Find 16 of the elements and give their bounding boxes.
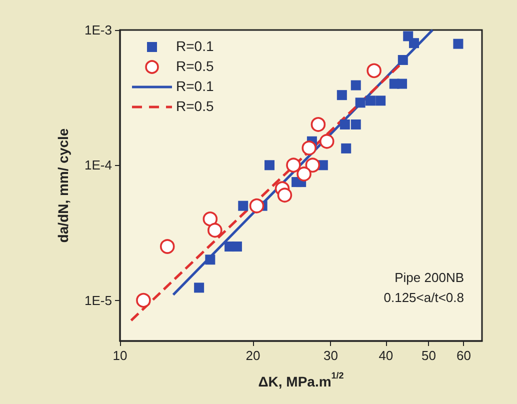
annotation: 0.125<a/t<0.8 <box>384 290 464 305</box>
y-tick-label: 1E-3 <box>84 22 112 38</box>
x-tick-label: 40 <box>378 348 394 363</box>
legend-label: R=0.5 <box>176 98 214 114</box>
y-tick-label: 1E-4 <box>84 158 112 173</box>
legend-label: R=0.1 <box>176 78 214 94</box>
legend-label: R=0.5 <box>176 58 214 74</box>
x-tick-label: 60 <box>456 348 471 363</box>
x-tick-label: 20 <box>246 348 260 363</box>
x-tick-label: 10 <box>112 348 128 363</box>
x-tick-label: 50 <box>422 348 436 363</box>
annotation: Pipe 200NB <box>394 270 464 285</box>
legend-label: R=0.1 <box>176 38 214 54</box>
y-tick-label: 1E-5 <box>84 292 112 308</box>
y-axis-title: da/dN, mm/ cycle <box>55 128 71 243</box>
x-tick-label: 30 <box>324 348 338 363</box>
